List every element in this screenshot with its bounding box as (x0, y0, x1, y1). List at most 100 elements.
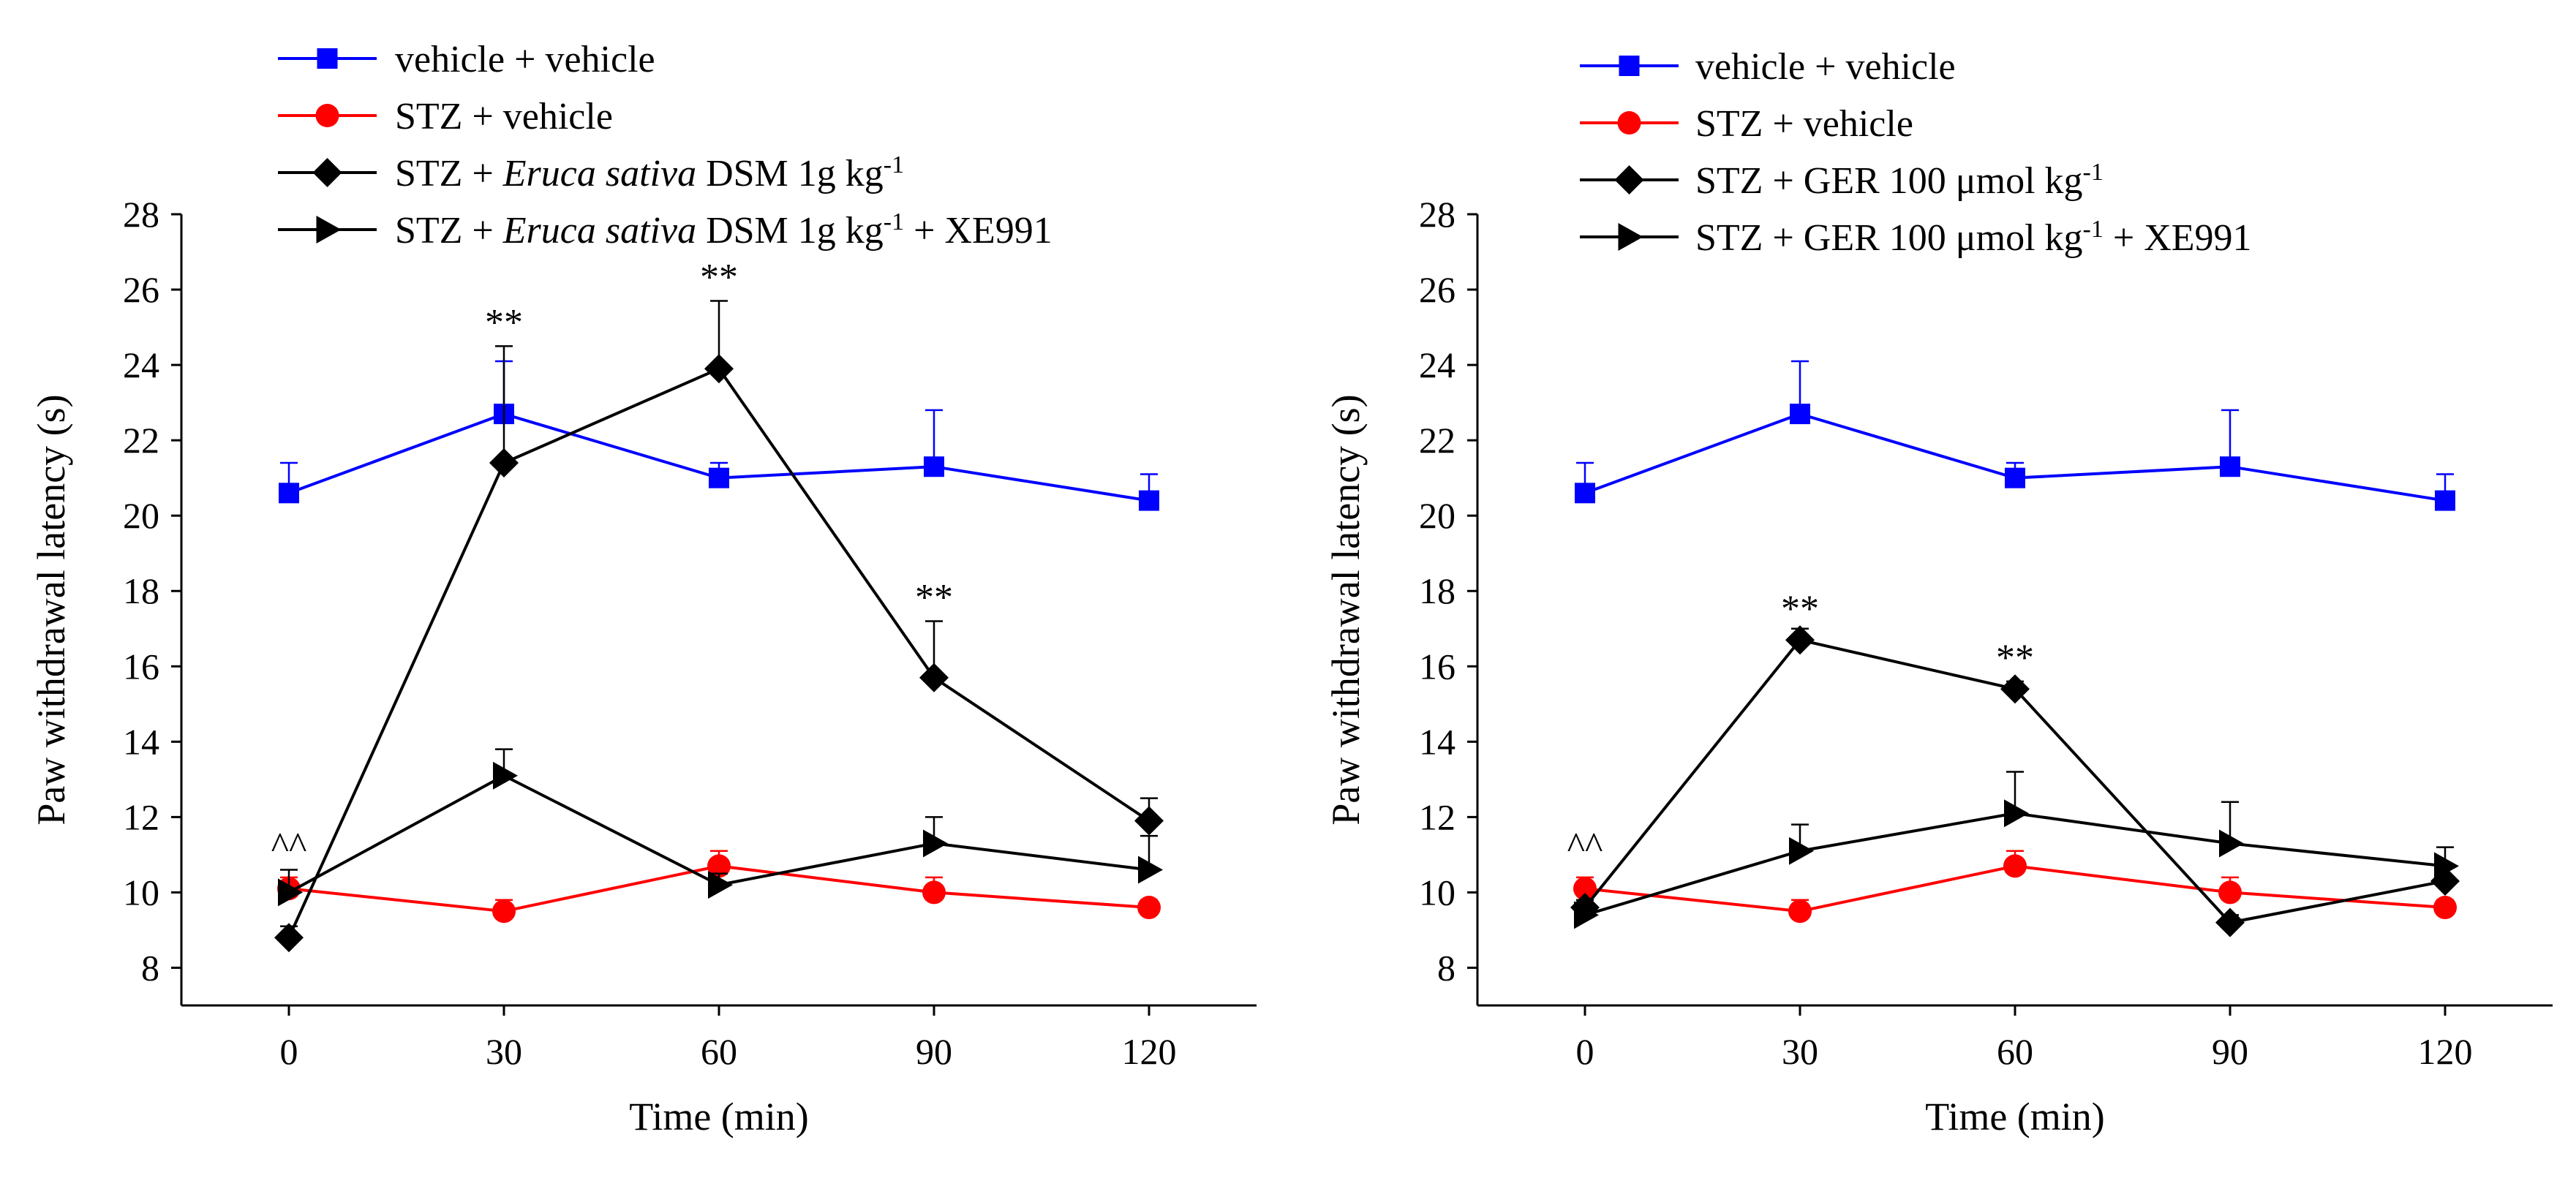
legend-label-part: STZ + GER 100 μmol kg (1695, 160, 2083, 202)
data-point (2000, 674, 2030, 704)
legend-label: STZ + vehicle (395, 96, 613, 137)
legend-entry: vehicle + vehicle (1580, 46, 1956, 88)
data-point (2004, 799, 2029, 828)
data-point (922, 880, 946, 905)
legend-label-part: STZ + (395, 153, 503, 195)
legend-entry: STZ + Eruca sativa DSM 1g kg-1 + XE991 (278, 208, 1052, 252)
y-tick-label: 22 (1419, 420, 1455, 461)
legend-label: STZ + Eruca sativa DSM 1g kg-1 + XE991 (395, 208, 1052, 252)
legend-swatch-marker (1619, 56, 1640, 76)
y-tick-label: 10 (1419, 872, 1455, 913)
x-tick-label: 60 (1997, 1031, 2033, 1072)
data-point (2218, 880, 2242, 905)
data-point (1574, 901, 1599, 929)
legend-swatch-marker (317, 48, 338, 69)
legend-label-part: + XE991 (904, 210, 1052, 252)
legend-label: STZ + GER 100 μmol kg-1 (1695, 159, 2104, 203)
y-axis-title: Paw withdrawal latency (s) (29, 394, 73, 825)
legend-entry: STZ + vehicle (1580, 103, 1913, 145)
legend-swatch-marker (315, 104, 339, 127)
legend-label: STZ + GER 100 μmol kg-1 + XE991 (1695, 216, 2252, 260)
data-point (2215, 907, 2245, 937)
data-point (919, 662, 949, 692)
legend-swatch-marker (312, 158, 342, 187)
x-tick-label: 60 (701, 1031, 737, 1072)
data-point (709, 467, 729, 488)
y-tick-label: 16 (1419, 646, 1455, 687)
y-tick-label: 14 (1419, 721, 1455, 762)
legend-entry: STZ + GER 100 μmol kg-1 + XE991 (1580, 216, 2252, 260)
legend-swatch-marker (1614, 165, 1644, 195)
data-point (278, 878, 303, 907)
legend-swatch-marker (316, 216, 342, 243)
legend-label-part: STZ + vehicle (395, 96, 613, 137)
data-point (924, 456, 944, 477)
x-tick-label: 90 (2212, 1031, 2248, 1072)
significance-marker: ** (700, 257, 738, 298)
legend-label-part: STZ + vehicle (1695, 103, 1913, 145)
data-point (274, 923, 304, 953)
y-tick-label: 8 (141, 947, 159, 988)
y-tick-label: 20 (1419, 495, 1455, 536)
series-2 (1573, 850, 2457, 924)
x-axis-title: Time (min) (629, 1095, 809, 1139)
data-point (1573, 877, 1597, 901)
y-tick-label: 10 (123, 872, 159, 913)
series-3 (274, 300, 1164, 953)
data-point (492, 899, 516, 924)
series-4 (1574, 771, 2459, 929)
y-tick-label: 18 (123, 570, 159, 611)
y-tick-label: 14 (123, 721, 159, 762)
y-tick-label: 18 (1419, 570, 1455, 611)
legend-label: STZ + vehicle (1695, 103, 1913, 145)
y-tick-label: 16 (123, 646, 159, 687)
y-tick-label: 26 (123, 269, 159, 310)
significance-marker: ** (1996, 637, 2034, 679)
data-point (2435, 490, 2455, 511)
y-tick-label: 20 (123, 495, 159, 536)
y-tick-label: 26 (1419, 269, 1455, 310)
legend-label-part: Eruca sativa (502, 210, 696, 252)
data-point (1788, 899, 1812, 924)
data-point (1785, 625, 1815, 655)
y-tick-label: 28 (1419, 194, 1455, 235)
legend-label-part: vehicle + vehicle (1695, 46, 1956, 88)
data-point (2434, 852, 2459, 880)
y-axis-title: Paw withdrawal latency (s) (1324, 394, 1368, 825)
series-4 (278, 748, 1163, 907)
data-point (923, 829, 948, 858)
data-point (1575, 483, 1595, 504)
y-tick-label: 8 (1437, 947, 1455, 988)
series-2 (277, 850, 1161, 924)
legend-label-part: -1 (2083, 159, 2104, 186)
data-point (1134, 806, 1164, 836)
legend-label-part: Eruca sativa (502, 153, 696, 195)
legend-label: vehicle + vehicle (1695, 46, 1956, 88)
legend-label-part: DSM 1g kg (696, 210, 884, 252)
y-tick-label: 12 (123, 796, 159, 837)
x-axis-title: Time (min) (1925, 1095, 2105, 1139)
chart-panel-2: 8 10 12 14 16 18 20 22 24 26 28 0 30 60 90 120 Time (min… (1324, 46, 2553, 1139)
x-tick-label: 120 (2418, 1031, 2473, 1072)
x-tick-label: 30 (486, 1031, 522, 1072)
x-tick-label: 30 (1782, 1031, 1818, 1072)
data-point (2003, 854, 2027, 878)
significance-marker: ** (1781, 588, 1819, 630)
legend-swatch-marker (1617, 111, 1641, 135)
data-point (493, 761, 518, 790)
y-tick-label: 24 (1419, 344, 1455, 385)
y-tick-label: 12 (1419, 796, 1455, 837)
data-point (708, 871, 733, 899)
data-point (1138, 856, 1163, 884)
legend-entry: STZ + Eruca sativa DSM 1g kg-1 (278, 151, 904, 195)
chart-panel-1: 8 10 12 14 16 18 20 22 24 26 28 0 30 60 90 120 Time (min… (29, 39, 1257, 1139)
x-tick-label: 0 (1576, 1031, 1594, 1072)
series-1 (279, 360, 1159, 511)
baseline-marker: ^^ (271, 826, 307, 867)
legend-label-part: STZ + GER 100 μmol kg (1695, 217, 2083, 259)
legend-label: STZ + Eruca sativa DSM 1g kg-1 (395, 151, 904, 195)
data-point (704, 354, 734, 384)
legend: vehicle + vehicle STZ + vehicle STZ + Eruc… (278, 39, 1052, 252)
